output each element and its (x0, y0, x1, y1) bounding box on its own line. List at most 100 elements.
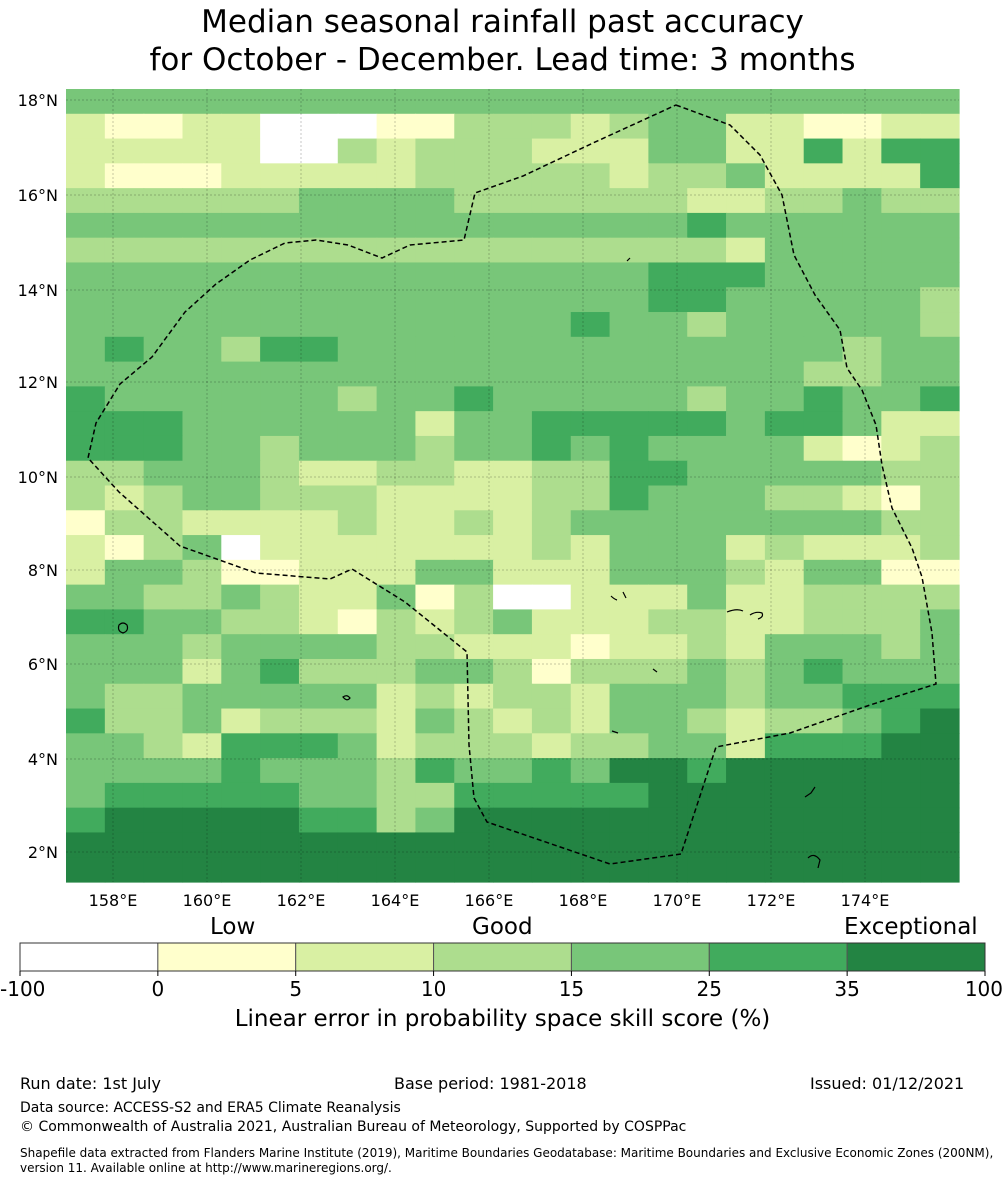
skill-cell (143, 287, 184, 313)
skill-cell (376, 683, 417, 710)
skill-cell (493, 510, 533, 536)
skill-cell (609, 460, 649, 487)
skill-cell (454, 658, 494, 685)
skill-cell (104, 163, 145, 189)
skill-cell (454, 460, 494, 487)
skill-cell (687, 782, 727, 809)
skill-cell (182, 683, 222, 710)
skill-cell (493, 807, 533, 834)
skill-cell (221, 857, 261, 883)
skill-cell (648, 807, 688, 834)
skill-cell (609, 758, 649, 784)
skill-cell (881, 857, 921, 883)
skill-cell (66, 683, 106, 710)
skill-cell (881, 312, 921, 338)
skill-cell (531, 287, 572, 313)
skill-cell (376, 237, 417, 264)
skill-cell (454, 485, 494, 511)
skill-cell (570, 708, 611, 734)
skill-cell (764, 262, 805, 288)
skill-cell (493, 411, 533, 437)
skill-cell (298, 312, 339, 338)
skill-cell (920, 559, 960, 586)
skill-cell (221, 113, 261, 140)
copyright-notice: © Commonwealth of Australia 2021, Austra… (20, 1119, 687, 1135)
skill-cell (609, 584, 649, 611)
skill-cell (803, 460, 844, 487)
skill-cell (803, 212, 844, 239)
skill-cell (881, 163, 921, 189)
skill-cell (570, 857, 611, 883)
skill-cell (687, 510, 727, 536)
skill-cell (920, 807, 960, 834)
skill-cell (337, 138, 378, 164)
skill-cell (415, 609, 455, 635)
skill-cell (66, 411, 106, 437)
skill-cell (648, 188, 688, 214)
skill-cell (609, 782, 649, 809)
skill-cell (726, 535, 766, 561)
skill-cell (260, 237, 300, 264)
colorbar-axis-label: Linear error in probability space skill … (234, 1006, 771, 1032)
skill-cell (764, 336, 805, 363)
skill-cell (570, 634, 611, 660)
skill-cell (531, 113, 572, 140)
skill-cell (687, 411, 727, 437)
skill-cell (260, 609, 300, 635)
colorbar-segment (708, 942, 848, 972)
skill-cell (570, 584, 611, 611)
skill-cell (493, 658, 533, 685)
skill-cell (415, 212, 455, 239)
skill-cell (415, 758, 455, 784)
skill-cell (570, 758, 611, 784)
skill-cell (143, 411, 184, 437)
skill-cell (376, 733, 417, 759)
skill-cell (609, 113, 649, 140)
skill-cell (298, 609, 339, 635)
skill-cell (337, 510, 378, 536)
skill-cell (531, 584, 572, 611)
skill-cell (66, 535, 106, 561)
skill-cell (221, 188, 261, 214)
skill-cell (764, 113, 805, 140)
skill-cell (609, 510, 649, 536)
skill-cell (260, 758, 300, 784)
skill-cell (609, 485, 649, 511)
skill-cell (570, 262, 611, 288)
skill-cell (648, 733, 688, 759)
skill-cell (609, 361, 649, 387)
skill-cell (609, 683, 649, 710)
skill-cell (726, 510, 766, 536)
skill-cell (726, 758, 766, 784)
skill-cell (842, 634, 882, 660)
eez-boundary (87, 104, 937, 865)
skill-cell (221, 535, 261, 561)
skill-cell (260, 683, 300, 710)
skill-cell (337, 782, 378, 809)
islands (117, 257, 821, 869)
skill-cell (687, 312, 727, 338)
skill-cell (531, 857, 572, 883)
skill-cell (648, 634, 688, 660)
skill-cell (143, 535, 184, 561)
skill-cell (260, 857, 300, 883)
skill-cell (648, 485, 688, 511)
skill-cell (337, 89, 378, 115)
colorbar-segment (570, 942, 710, 972)
skill-cell (881, 510, 921, 536)
skill-cell (920, 510, 960, 536)
skill-cell (493, 733, 533, 759)
skill-cell (570, 89, 611, 115)
skill-cell (143, 262, 184, 288)
skill-cell (66, 758, 106, 784)
skill-cell (531, 411, 572, 437)
skill-cell (337, 857, 378, 883)
base-period: Base period: 1981-2018 (394, 1074, 587, 1093)
skill-cell (531, 138, 572, 164)
skill-cell (221, 584, 261, 611)
skill-cell (337, 262, 378, 288)
skill-cell (298, 163, 339, 189)
skill-cell (920, 857, 960, 883)
skill-cell (726, 188, 766, 214)
skill-cell (376, 262, 417, 288)
